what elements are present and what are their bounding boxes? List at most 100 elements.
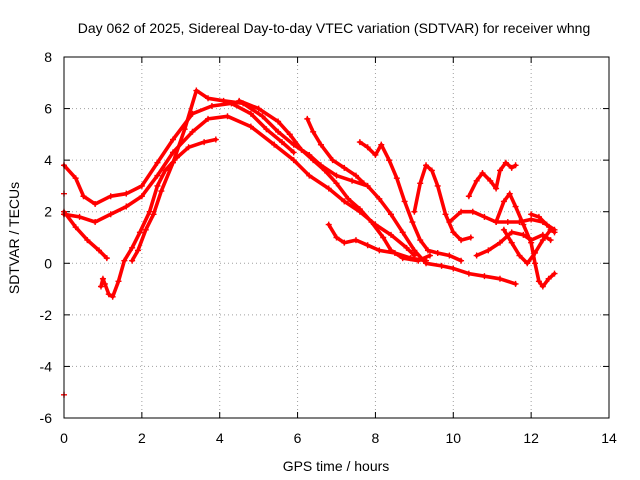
data-point bbox=[310, 128, 317, 135]
data-point bbox=[154, 182, 161, 189]
data-point bbox=[271, 141, 278, 148]
data-point bbox=[321, 167, 328, 174]
data-point bbox=[376, 195, 383, 202]
data-point bbox=[528, 216, 535, 223]
data-point bbox=[368, 219, 375, 226]
data-point bbox=[121, 257, 128, 264]
data-point bbox=[388, 211, 394, 218]
data-point bbox=[388, 231, 394, 238]
series-line bbox=[474, 230, 553, 258]
data-point bbox=[458, 257, 465, 264]
data-point bbox=[391, 249, 398, 256]
series-trace-7 bbox=[304, 115, 367, 187]
data-point bbox=[543, 221, 550, 228]
data-point bbox=[76, 213, 83, 220]
y-tick-label: 4 bbox=[44, 152, 52, 168]
y-axis-label: SDTVAR / TECUs bbox=[6, 182, 22, 294]
data-point bbox=[290, 157, 297, 164]
data-point bbox=[236, 97, 243, 104]
data-point bbox=[123, 203, 130, 210]
data-point bbox=[205, 95, 212, 102]
data-point bbox=[512, 162, 519, 169]
data-point bbox=[504, 219, 511, 226]
series-trace-9 bbox=[356, 139, 465, 264]
data-point bbox=[502, 159, 509, 166]
data-point bbox=[189, 128, 196, 135]
data-point bbox=[535, 213, 542, 220]
data-point bbox=[298, 146, 305, 153]
data-point bbox=[497, 239, 503, 246]
data-point bbox=[341, 198, 348, 205]
data-point bbox=[547, 237, 554, 244]
data-point bbox=[325, 221, 332, 228]
data-point bbox=[493, 219, 500, 226]
data-point bbox=[450, 229, 457, 236]
data-point bbox=[333, 172, 340, 179]
axis-ticks: 0 2 4 6 8 10 12 14 -6 -4 -2 0 2 4 6 8 bbox=[40, 49, 617, 446]
series-line bbox=[62, 101, 296, 206]
data-point bbox=[105, 291, 112, 298]
x-tick-label: 2 bbox=[138, 430, 146, 446]
data-point bbox=[473, 177, 480, 184]
data-point bbox=[181, 126, 188, 133]
data-point bbox=[458, 208, 465, 215]
x-tick-label: 8 bbox=[372, 430, 380, 446]
x-tick-label: 0 bbox=[60, 430, 68, 446]
data-point bbox=[508, 239, 515, 246]
y-tick-label: 8 bbox=[44, 49, 52, 65]
data-point bbox=[399, 229, 406, 236]
data-point bbox=[333, 234, 340, 241]
data-point bbox=[469, 208, 476, 215]
data-point bbox=[286, 131, 293, 138]
data-point bbox=[411, 208, 418, 215]
data-point bbox=[497, 167, 503, 174]
series-trace-12 bbox=[465, 159, 519, 200]
data-point bbox=[97, 283, 104, 290]
data-point bbox=[520, 221, 527, 228]
data-point bbox=[465, 270, 472, 277]
data-point bbox=[279, 139, 285, 146]
data-point bbox=[290, 149, 297, 156]
data-point bbox=[479, 170, 486, 177]
data-point bbox=[185, 144, 192, 151]
data-point bbox=[446, 252, 453, 259]
data-point bbox=[134, 247, 141, 254]
data-point bbox=[407, 255, 414, 262]
data-point bbox=[434, 182, 441, 189]
data-point bbox=[545, 275, 552, 282]
data-point bbox=[72, 224, 79, 231]
data-point bbox=[84, 237, 91, 244]
data-point bbox=[92, 200, 99, 207]
data-point bbox=[193, 87, 200, 94]
data-point bbox=[107, 211, 114, 218]
data-point bbox=[506, 190, 513, 197]
series-trace-16 bbox=[528, 211, 558, 236]
x-tick-label: 12 bbox=[523, 430, 539, 446]
data-point bbox=[481, 213, 488, 220]
data-point bbox=[376, 247, 383, 254]
data-point bbox=[123, 190, 130, 197]
data-point bbox=[423, 162, 430, 169]
data-point bbox=[512, 280, 519, 287]
data-point bbox=[341, 164, 348, 171]
data-point bbox=[103, 255, 110, 262]
data-point bbox=[96, 247, 103, 254]
chart-title: Day 062 of 2025, Sidereal Day-to-day VTE… bbox=[78, 20, 591, 36]
data-point bbox=[306, 172, 313, 179]
data-point bbox=[201, 139, 208, 146]
data-point bbox=[500, 198, 507, 205]
data-point bbox=[138, 193, 145, 200]
data-point bbox=[393, 175, 400, 182]
data-point bbox=[380, 234, 387, 241]
data-point bbox=[426, 252, 433, 259]
x-tick-label: 6 bbox=[294, 430, 302, 446]
data-point bbox=[539, 283, 546, 290]
data-point bbox=[458, 237, 465, 244]
plot-frame bbox=[63, 56, 610, 419]
data-point bbox=[360, 180, 367, 187]
data-point bbox=[129, 244, 136, 251]
data-point bbox=[101, 280, 108, 287]
data-point bbox=[115, 278, 122, 285]
series-trace-10 bbox=[411, 162, 474, 244]
data-point bbox=[275, 118, 282, 125]
